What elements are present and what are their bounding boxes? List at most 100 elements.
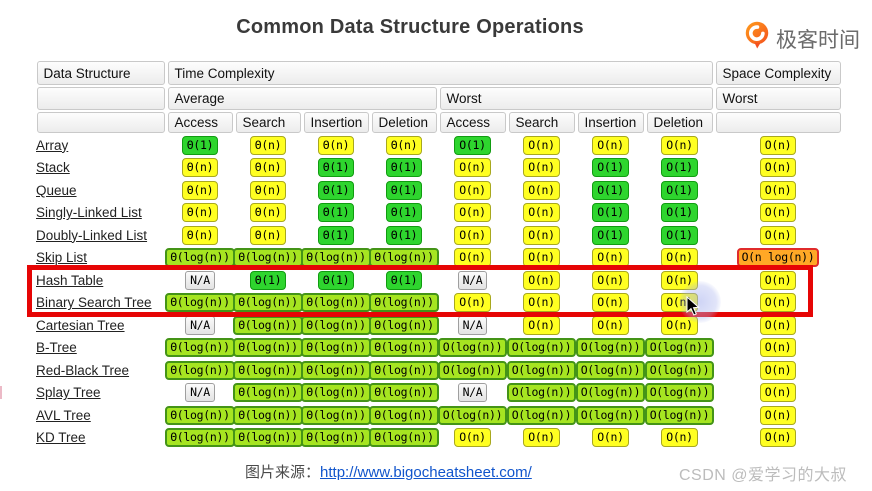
complexity-badge: Θ(n) bbox=[181, 203, 219, 223]
complexity-cell: O(1) bbox=[645, 179, 714, 202]
complexity-badge: Θ(n) bbox=[181, 158, 219, 178]
complexity-cell: O(n) bbox=[576, 427, 645, 450]
row-label-link[interactable]: Doubly-Linked List bbox=[36, 227, 148, 243]
complexity-badge: O(n) bbox=[592, 428, 629, 448]
complexity-badge: N/A bbox=[457, 383, 488, 403]
complexity-badge: Θ(log(n)) bbox=[233, 360, 303, 380]
complexity-cell: Θ(log(n)) bbox=[301, 337, 371, 360]
complexity-badge: O(log(n)) bbox=[575, 360, 646, 380]
complexity-cell: O(1) bbox=[645, 157, 714, 180]
row-label-link[interactable]: Hash Table bbox=[36, 272, 104, 288]
complexity-badge: O(n) bbox=[523, 158, 560, 178]
row-label-link[interactable]: Array bbox=[36, 137, 69, 153]
complexity-badge: Θ(log(n)) bbox=[369, 383, 439, 403]
complexity-cell: O(n) bbox=[576, 247, 645, 270]
complexity-cell: N/A bbox=[438, 382, 507, 405]
complexity-badge: O(n) bbox=[523, 135, 560, 155]
complexity-badge: Θ(log(n)) bbox=[301, 293, 371, 313]
complexity-badge: O(log(n)) bbox=[644, 383, 715, 403]
complexity-badge: Θ(log(n)) bbox=[301, 248, 371, 268]
row-label-link[interactable]: Skip List bbox=[36, 250, 88, 266]
complexity-badge: O(n) bbox=[523, 428, 560, 448]
row-label-link[interactable]: AVL Tree bbox=[36, 407, 91, 423]
bigocheatsheet-link[interactable]: http://www.bigocheatsheet.com/ bbox=[320, 464, 532, 481]
complexity-badge: Θ(log(n)) bbox=[369, 405, 439, 425]
brand-logo: 极客时间 bbox=[743, 20, 860, 57]
complexity-cell: O(n) bbox=[507, 157, 576, 180]
header-empty-cell bbox=[36, 112, 165, 133]
complexity-cell: Θ(log(n)) bbox=[233, 292, 303, 315]
complexity-cell: O(n) bbox=[438, 427, 507, 450]
complexity-badge: N/A bbox=[457, 315, 488, 335]
complexity-cell: O(log(n)) bbox=[644, 404, 715, 427]
row-label-link[interactable]: Stack bbox=[36, 160, 70, 176]
row-label-link[interactable]: B-Tree bbox=[36, 340, 77, 356]
row-label-link[interactable]: Queue bbox=[36, 182, 77, 198]
complexity-cell: O(n) bbox=[576, 314, 645, 337]
complexity-badge: O(n) bbox=[592, 248, 629, 268]
complexity-badge: O(1) bbox=[661, 158, 698, 178]
complexity-badge: O(n) bbox=[523, 270, 560, 290]
complexity-badge: Θ(log(n)) bbox=[369, 293, 439, 313]
complexity-badge: O(log(n)) bbox=[506, 383, 577, 403]
complexity-cell: Θ(log(n)) bbox=[369, 427, 439, 450]
complexity-badge: O(log(n)) bbox=[506, 405, 577, 425]
complexity-cell: Θ(log(n)) bbox=[233, 337, 303, 360]
complexity-cell: O(log(n)) bbox=[506, 382, 577, 405]
complexity-badge: O(log(n)) bbox=[644, 360, 715, 380]
complexity-badge: O(n) bbox=[759, 338, 797, 358]
complexity-badge: O(n) bbox=[454, 225, 491, 245]
complexity-cell: N/A bbox=[166, 269, 234, 292]
header-time-complexity: Time Complexity bbox=[167, 61, 713, 85]
complexity-badge: O(log(n)) bbox=[437, 338, 508, 358]
row-label-link[interactable]: Singly-Linked List bbox=[36, 205, 142, 221]
complexity-cell: O(1) bbox=[576, 202, 645, 225]
complexity-cell: O(n) bbox=[714, 292, 842, 315]
complexity-cell: O(n) bbox=[438, 157, 507, 180]
complexity-badge: Θ(1) bbox=[317, 225, 355, 245]
complexity-badge: Θ(log(n)) bbox=[301, 338, 371, 358]
complexity-badge: O(log(n)) bbox=[575, 405, 646, 425]
complexity-cell: O(n) bbox=[714, 427, 842, 450]
header-data-structure: Data Structure bbox=[36, 61, 165, 85]
complexity-badge: Θ(log(n)) bbox=[301, 428, 371, 448]
complexity-badge: O(n) bbox=[523, 225, 560, 245]
row-label-link[interactable]: KD Tree bbox=[36, 430, 86, 446]
complexity-cell: O(n) bbox=[714, 134, 842, 157]
complexity-badge: O(n) bbox=[759, 203, 797, 223]
complexity-badge: O(1) bbox=[661, 225, 698, 245]
complexity-badge: N/A bbox=[185, 270, 215, 290]
complexity-cell: Θ(1) bbox=[302, 224, 370, 247]
complexity-cell: O(1) bbox=[645, 224, 714, 247]
complexity-cell: O(n) bbox=[714, 382, 842, 405]
complexity-badge: O(log(n)) bbox=[506, 338, 577, 358]
complexity-cell: O(n) bbox=[507, 247, 576, 270]
row-label-link[interactable]: Splay Tree bbox=[36, 385, 101, 401]
complexity-cell: O(n) bbox=[714, 404, 842, 427]
complexity-badge: O(n) bbox=[454, 180, 491, 200]
header-op-search-avg: Search bbox=[235, 112, 301, 133]
header-space-complexity: Space Complexity bbox=[715, 61, 841, 85]
complexity-badge: Θ(log(n)) bbox=[165, 360, 235, 380]
complexity-badge: Θ(1) bbox=[385, 225, 423, 245]
brand-name: 极客时间 bbox=[776, 28, 860, 52]
complexity-badge: O(1) bbox=[592, 180, 629, 200]
row-label-link[interactable]: Cartesian Tree bbox=[36, 317, 125, 333]
complexity-badge: Θ(log(n)) bbox=[301, 405, 371, 425]
complexity-badge: Θ(log(n)) bbox=[233, 315, 303, 335]
complexity-cell: Θ(log(n)) bbox=[301, 247, 371, 270]
complexity-badge: O(n) bbox=[454, 293, 491, 313]
complexity-badge: O(n) bbox=[759, 135, 797, 155]
complexity-cell: Θ(log(n)) bbox=[233, 314, 303, 337]
complexity-badge: O(n) bbox=[661, 135, 698, 155]
complexity-badge: N/A bbox=[185, 315, 215, 335]
complexity-badge: Θ(log(n)) bbox=[233, 383, 303, 403]
complexity-badge: O(1) bbox=[454, 135, 491, 155]
row-label-link[interactable]: Binary Search Tree bbox=[36, 295, 152, 311]
complexity-badge: O(n) bbox=[759, 315, 797, 335]
row-label-link[interactable]: Red-Black Tree bbox=[36, 362, 130, 378]
complexity-cell: O(log(n)) bbox=[506, 337, 577, 360]
complexity-badge: Θ(log(n)) bbox=[301, 360, 371, 380]
complexity-badge: Θ(1) bbox=[317, 180, 355, 200]
complexity-badge: Θ(log(n)) bbox=[233, 428, 303, 448]
